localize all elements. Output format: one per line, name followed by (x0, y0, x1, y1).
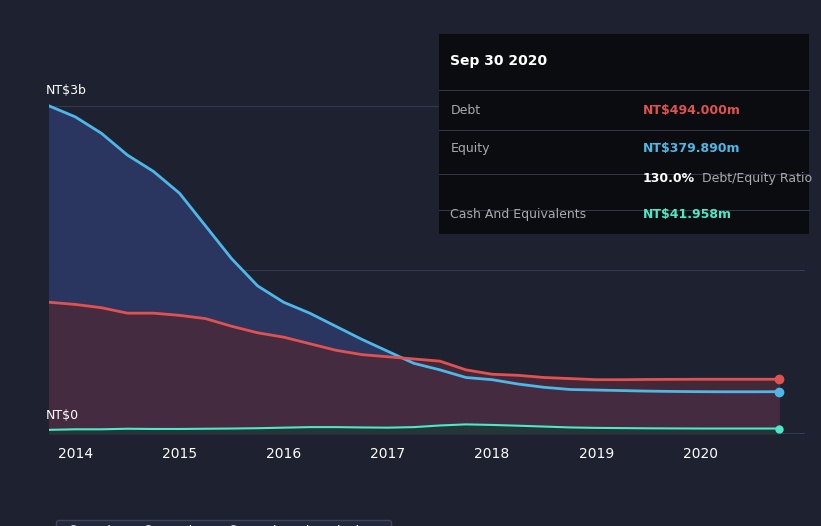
Legend: Debt, Equity, Cash And Equivalents: Debt, Equity, Cash And Equivalents (56, 520, 392, 526)
Text: Cash And Equivalents: Cash And Equivalents (451, 208, 586, 220)
Text: Debt: Debt (451, 104, 480, 117)
Text: NT$3b: NT$3b (45, 84, 86, 97)
Text: Sep 30 2020: Sep 30 2020 (451, 54, 548, 68)
Text: NT$379.890m: NT$379.890m (643, 141, 740, 155)
Text: Equity: Equity (451, 141, 490, 155)
Text: Debt/Equity Ratio: Debt/Equity Ratio (698, 171, 812, 185)
Text: 130.0%: 130.0% (643, 171, 695, 185)
Text: NT$0: NT$0 (45, 409, 79, 422)
Text: NT$41.958m: NT$41.958m (643, 208, 732, 220)
Text: NT$494.000m: NT$494.000m (643, 104, 741, 117)
